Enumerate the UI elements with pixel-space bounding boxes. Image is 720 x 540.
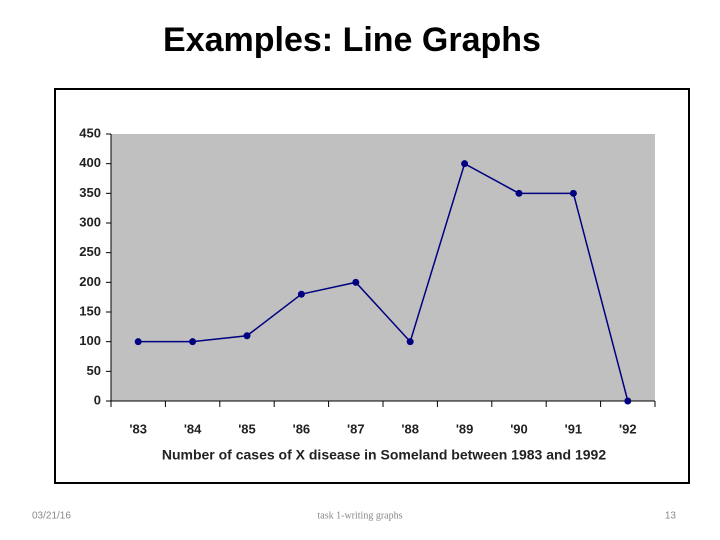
x-tick-label: '85 <box>238 421 256 436</box>
footer-page: 13 <box>665 511 677 522</box>
y-tick-label: 200 <box>79 274 101 289</box>
y-tick-label: 150 <box>79 303 101 318</box>
x-tick-label: '90 <box>510 421 528 436</box>
y-tick-label: 300 <box>79 214 101 229</box>
data-point <box>569 189 577 197</box>
x-tick-label: '86 <box>293 421 311 436</box>
data-point <box>461 160 469 168</box>
y-tick-label: 350 <box>79 185 101 200</box>
x-tick-label: '92 <box>619 421 637 436</box>
x-tick-label: '88 <box>401 421 419 436</box>
x-tick-label: '84 <box>184 421 202 436</box>
x-tick-label: '83 <box>129 421 147 436</box>
slide-title: Examples: Line Graphs <box>163 21 541 59</box>
x-tick-label: '89 <box>456 421 474 436</box>
plot-area <box>111 134 655 401</box>
data-point <box>243 332 251 340</box>
y-tick-label: 0 <box>94 392 101 407</box>
data-point <box>134 338 142 346</box>
y-tick-label: 50 <box>87 363 101 378</box>
footer-date: 03/21/16 <box>32 511 71 522</box>
data-point <box>352 278 360 286</box>
data-line <box>138 162 629 402</box>
x-tick-label: '91 <box>565 421 583 436</box>
x-axis-title: Number of cases of X disease in Someland… <box>162 447 607 463</box>
footer-center: task 1-writing graphs <box>318 510 403 521</box>
x-tick-label: '87 <box>347 421 365 436</box>
y-tick-label: 250 <box>79 244 101 259</box>
data-point <box>297 290 305 298</box>
data-point <box>624 397 632 405</box>
y-tick-label: 100 <box>79 333 101 348</box>
data-point <box>406 338 414 346</box>
y-tick-label: 400 <box>79 155 101 170</box>
y-tick-label: 450 <box>79 125 101 140</box>
data-point <box>189 338 197 346</box>
data-point <box>515 189 523 197</box>
